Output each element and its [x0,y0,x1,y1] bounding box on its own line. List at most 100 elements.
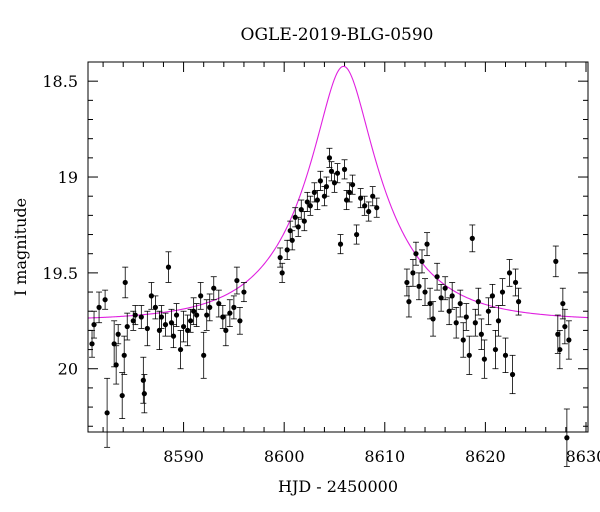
data-marker [472,320,478,326]
data-point [323,176,330,197]
data-marker [442,285,448,291]
data-point [311,182,318,203]
data-marker [227,310,233,316]
data-marker [304,199,310,205]
x-tick-label: 8600 [264,447,305,466]
data-marker [475,299,481,305]
data-point [515,287,522,316]
data-marker [419,258,425,264]
model-fit-curve [87,65,589,319]
data-marker [410,270,416,276]
data-point [140,356,147,404]
data-marker [204,312,210,318]
data-marker [453,320,459,326]
data-marker [307,203,313,209]
data-marker [334,170,341,176]
data-point [122,266,129,299]
data-marker [194,312,200,318]
data-point [449,282,456,310]
data-point [495,305,502,337]
data-point [317,170,324,191]
data-point [326,147,333,168]
data-point [226,299,233,327]
data-marker [223,327,229,333]
data-marker [184,327,191,333]
data-point [170,324,177,349]
data-marker [168,320,175,326]
data-marker [311,189,317,195]
data-point [460,322,467,358]
data-marker [341,166,348,172]
data-marker [234,277,240,284]
data-marker [191,308,197,314]
data-marker [156,327,163,333]
data-marker [314,197,320,203]
data-marker [509,371,516,378]
data-point [349,174,356,195]
data-marker [515,299,522,305]
data-marker [555,331,561,337]
data-marker [102,297,108,303]
data-point [469,224,476,253]
data-marker [438,295,444,301]
data-marker [292,214,298,220]
data-marker [170,333,177,339]
data-marker [463,314,469,320]
data-marker [506,270,513,276]
data-point [341,159,348,180]
data-marker [495,318,502,324]
data-point [184,314,191,347]
data-point [337,234,344,255]
data-marker [362,203,368,209]
data-point [481,339,488,379]
x-axis-label: HJD - 2450000 [278,477,398,496]
data-marker [566,337,572,343]
data-point [475,287,482,316]
data-point [307,195,314,216]
y-tick-label: 19.5 [42,264,78,283]
data-marker [111,341,117,347]
data-point [222,314,229,347]
data-point [102,289,109,310]
data-marker [374,205,380,211]
data-point [279,262,286,283]
data-marker [121,352,127,358]
data-point [457,289,464,318]
x-tick-label: 8590 [163,447,204,466]
data-marker [416,283,422,289]
data-marker [237,318,243,324]
data-marker [469,235,475,241]
data-marker [446,308,452,314]
data-marker [141,391,147,397]
data-point [466,335,473,375]
data-marker [144,325,150,332]
data-marker [138,314,144,320]
data-point [158,305,165,329]
data-marker [140,377,146,383]
data-marker [162,322,169,328]
y-tick-label: 19 [58,168,78,187]
data-marker [424,241,430,247]
data-point [412,241,419,266]
data-point [236,306,243,335]
plot-frame [87,61,589,433]
data-marker [211,285,217,291]
data-point [121,335,128,375]
data-point [512,268,519,297]
data-marker [277,254,283,261]
data-marker [354,231,360,238]
data-point [453,306,460,339]
data-marker [284,247,290,253]
data-marker [165,264,172,270]
data-point [104,377,111,448]
data-point [148,282,155,310]
data-marker [466,352,472,358]
data-point [561,308,568,345]
data-point [563,408,570,467]
y-tick-label: 20 [58,360,78,379]
data-marker [492,346,499,353]
data-marker [295,224,301,230]
data-point [502,337,509,373]
data-marker [343,197,350,203]
data-marker [317,178,323,184]
